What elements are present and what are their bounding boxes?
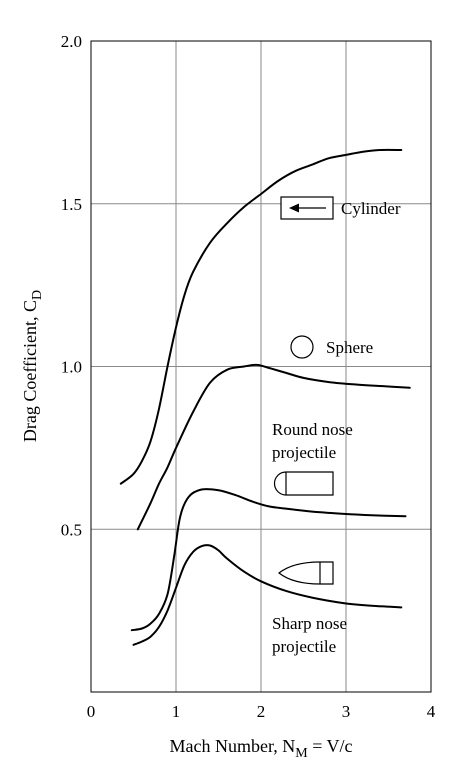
sphere-curve (136, 363, 411, 531)
cylinder-annotation: Cylinder (280, 196, 401, 220)
round-nose-projectile-curve (130, 488, 407, 632)
flow-arrow-head-icon (289, 203, 299, 213)
sharp-nose-label-line2: projectile (272, 637, 336, 656)
sphere-label: Sphere (326, 338, 373, 357)
sphere-icon (290, 335, 314, 359)
y-tick-label: 0.5 (61, 520, 82, 539)
x-axis-label: Mach Number, NM = V/c (169, 736, 352, 761)
y-axis-label: Drag Coefficient, CD (20, 290, 45, 442)
y-tick-label: 1.5 (61, 195, 82, 214)
cylinder-curve (119, 148, 403, 485)
round-nose-annotation: Round nose projectile (272, 420, 353, 496)
y-tick-label: 1.0 (61, 358, 82, 377)
round-nose-label-line1: Round nose (272, 420, 353, 439)
round-nose-projectile-icon (273, 471, 334, 496)
data-curves (119, 148, 411, 646)
x-tick-label: 4 (427, 702, 436, 721)
x-tick-label: 3 (342, 702, 351, 721)
sharp-nose-projectile-curve (132, 544, 403, 646)
sharp-nose-annotation: Sharp nose projectile (272, 561, 347, 656)
x-tick-label: 0 (87, 702, 96, 721)
x-tick-label: 2 (257, 702, 266, 721)
round-nose-label-line2: projectile (272, 443, 336, 462)
tick-labels: 0 1 2 3 4 0.5 1.0 1.5 2.0 (61, 32, 436, 721)
x-tick-label: 1 (172, 702, 181, 721)
sphere-annotation: Sphere (290, 335, 373, 359)
cylinder-label: Cylinder (341, 199, 401, 218)
sharp-nose-projectile-icon (278, 561, 334, 585)
plot-frame (90, 40, 432, 693)
y-tick-label: 2.0 (61, 32, 82, 51)
sharp-nose-label-line1: Sharp nose (272, 614, 347, 633)
